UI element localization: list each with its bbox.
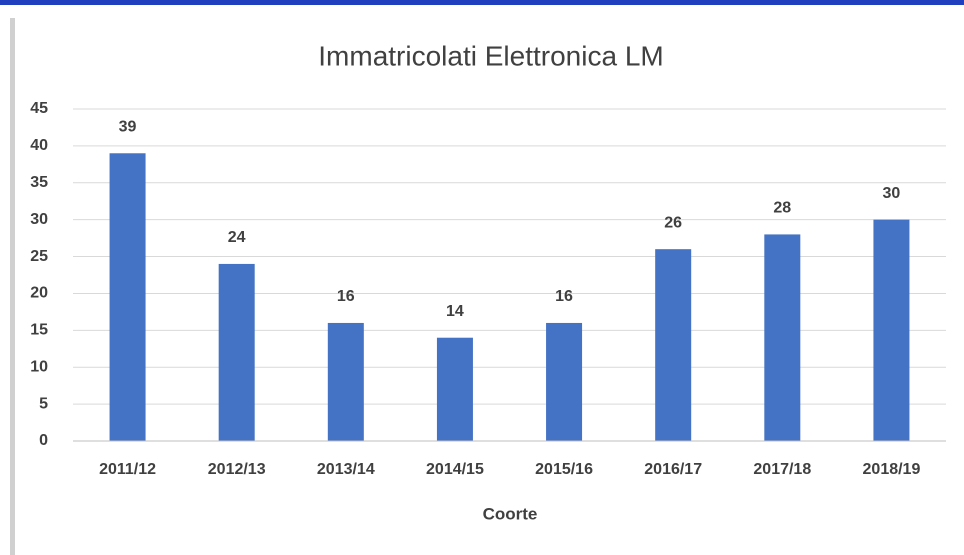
data-label: 16 (337, 288, 355, 305)
x-axis-label: Coorte (483, 504, 538, 523)
bar (655, 249, 692, 441)
bar (109, 153, 146, 441)
x-tick-label: 2016/17 (644, 461, 702, 478)
chart-title: Immatricolati Elettronica LM (318, 40, 663, 71)
data-label: 39 (119, 118, 137, 135)
bar (546, 322, 583, 441)
data-label: 28 (773, 200, 791, 217)
x-tick-label: 2014/15 (426, 461, 484, 478)
y-tick-label: 35 (30, 174, 48, 191)
bar (327, 322, 364, 441)
bar (873, 219, 910, 441)
y-tick-label: 0 (39, 432, 48, 449)
data-label: 26 (664, 214, 682, 231)
y-tick-label: 5 (39, 395, 48, 412)
y-tick-label: 10 (30, 358, 48, 375)
data-label: 30 (883, 185, 901, 202)
bar (764, 234, 801, 441)
y-tick-label: 25 (30, 248, 48, 265)
x-tick-label: 2018/19 (863, 461, 921, 478)
x-tick-label: 2015/16 (535, 461, 593, 478)
y-tick-label: 40 (30, 137, 48, 154)
y-tick-label: 20 (30, 285, 48, 302)
x-tick-label: 2017/18 (753, 461, 811, 478)
data-label: 24 (228, 229, 246, 246)
y-tick-label: 15 (30, 322, 48, 339)
left-border (10, 18, 15, 555)
top-border (0, 0, 964, 5)
bar (218, 263, 255, 441)
data-label: 14 (446, 303, 464, 320)
x-tick-label: 2012/13 (208, 461, 266, 478)
data-label: 16 (555, 288, 573, 305)
y-tick-label: 30 (30, 211, 48, 228)
x-tick-label: 2011/12 (99, 461, 156, 478)
x-tick-label: 2013/14 (317, 461, 375, 478)
bar (436, 337, 473, 441)
y-tick-label: 45 (30, 100, 48, 117)
